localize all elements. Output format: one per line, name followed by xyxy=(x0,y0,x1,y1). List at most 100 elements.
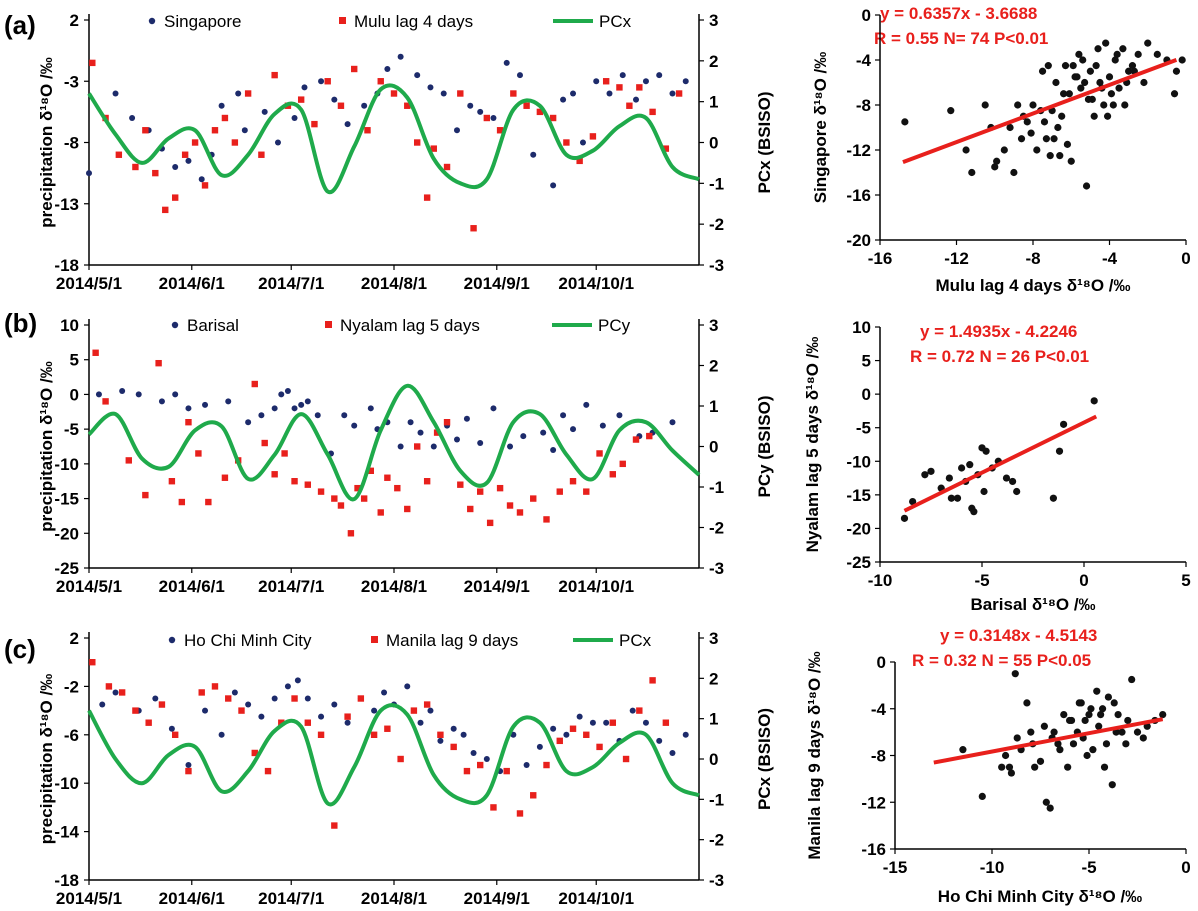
data-point xyxy=(453,436,460,443)
regression-line xyxy=(933,717,1164,765)
data-point xyxy=(337,502,345,509)
data-point xyxy=(394,484,401,492)
scatter-point xyxy=(1001,751,1010,760)
y-tick-label: -20 xyxy=(846,519,871,538)
y-tick-label: -13 xyxy=(54,195,79,214)
scatter-point xyxy=(1118,728,1126,736)
data-point xyxy=(331,701,338,708)
fit-equation-b: y = 1.4935x - 4.2246 xyxy=(920,322,1077,341)
scatter-point xyxy=(1052,78,1060,87)
x-tick-label: 2014/8/1 xyxy=(361,577,427,596)
scatter-point xyxy=(1027,129,1035,137)
scatter-point xyxy=(1094,45,1102,53)
data-point xyxy=(221,114,229,122)
data-point xyxy=(344,713,351,720)
panel-label-b: (b) xyxy=(4,308,37,338)
scatter-point xyxy=(1140,78,1148,87)
scatter-point xyxy=(1084,95,1093,103)
data-point xyxy=(281,450,288,457)
scatter-point xyxy=(981,101,989,109)
scatter-point xyxy=(1061,62,1070,70)
panel-label-c: (c) xyxy=(4,634,36,664)
scatter-point xyxy=(945,474,953,482)
x-axis-label: Barisal δ¹⁸O /‰ xyxy=(970,595,1095,614)
data-point xyxy=(304,719,312,726)
scatter-point xyxy=(1056,746,1064,754)
data-point xyxy=(523,102,530,109)
data-point xyxy=(301,84,308,91)
data-point xyxy=(636,707,643,714)
data-point xyxy=(231,689,238,696)
data-point xyxy=(371,707,378,714)
data-point xyxy=(102,398,109,405)
data-point xyxy=(423,701,431,708)
x-tick-label: -4 xyxy=(1102,249,1118,268)
data-point xyxy=(377,78,384,85)
data-point xyxy=(476,488,484,495)
scatter-point xyxy=(1006,123,1014,132)
data-point xyxy=(271,405,278,412)
data-point xyxy=(158,701,166,708)
scatter-point xyxy=(1023,699,1031,707)
data-point xyxy=(486,519,494,527)
scatter-point xyxy=(1067,716,1076,725)
scatter-point xyxy=(1064,763,1072,771)
data-point xyxy=(318,713,325,720)
data-point xyxy=(278,719,285,726)
y-tick-label: -5 xyxy=(64,420,79,439)
data-point xyxy=(669,749,676,756)
data-point xyxy=(556,737,563,745)
x-axis-label: Ho Chi Minh City δ¹⁸O /‰ xyxy=(938,887,1142,906)
scatter-point xyxy=(962,146,970,154)
data-point xyxy=(264,767,272,775)
y-tick-label: -5 xyxy=(856,419,871,438)
scatter-point xyxy=(1046,804,1054,812)
x-tick-label: 2014/5/1 xyxy=(56,889,122,908)
data-point xyxy=(427,84,434,91)
data-point xyxy=(195,450,202,457)
data-point xyxy=(569,478,577,485)
y-tick-label: 0 xyxy=(877,653,886,672)
data-point xyxy=(437,737,444,744)
data-point xyxy=(496,127,504,134)
x-tick-label: -15 xyxy=(883,858,908,877)
scatter-point xyxy=(1042,135,1050,143)
data-point xyxy=(142,491,149,499)
data-point xyxy=(357,695,365,702)
data-point xyxy=(235,90,242,97)
x-tick-label: 0 xyxy=(1181,858,1190,877)
pc-line xyxy=(87,83,700,195)
panel-a-timeseries: (a) Singapore Mulu lag 4 days PCx -18-13… xyxy=(4,10,774,293)
data-point xyxy=(390,90,398,97)
scatter-point xyxy=(1077,699,1085,707)
data-point xyxy=(384,66,391,72)
scatter-point xyxy=(1153,50,1161,58)
y2-tick-label: 0 xyxy=(709,438,718,457)
fit-equation-c: y = 0.3148x - 4.5143 xyxy=(940,626,1097,645)
data-point xyxy=(503,59,510,66)
scatter-point xyxy=(1090,397,1098,405)
y2-tick-label: 3 xyxy=(709,316,718,335)
data-point xyxy=(168,725,175,732)
data-point xyxy=(616,412,623,419)
scatter-point xyxy=(1009,477,1017,486)
data-point xyxy=(367,467,374,474)
scatter-point xyxy=(901,118,909,126)
data-point xyxy=(344,121,351,128)
y-axis-label: precipitation δ¹⁸O /‰ xyxy=(37,57,56,227)
data-point xyxy=(583,401,590,408)
scatter-point xyxy=(1100,763,1109,771)
data-point xyxy=(351,422,358,429)
data-point xyxy=(407,419,414,426)
data-point xyxy=(142,127,149,134)
x-tick-label: 2014/7/1 xyxy=(258,889,324,908)
data-point xyxy=(596,450,603,457)
y-tick-label: -10 xyxy=(54,774,79,793)
y-tick-label: -18 xyxy=(54,256,79,275)
legend-label-pcx: PCx xyxy=(599,12,632,31)
x-tick-label: 2014/10/1 xyxy=(558,889,634,908)
data-point xyxy=(430,443,437,450)
scatter-point xyxy=(968,504,976,512)
y-tick-label: -25 xyxy=(846,553,871,572)
